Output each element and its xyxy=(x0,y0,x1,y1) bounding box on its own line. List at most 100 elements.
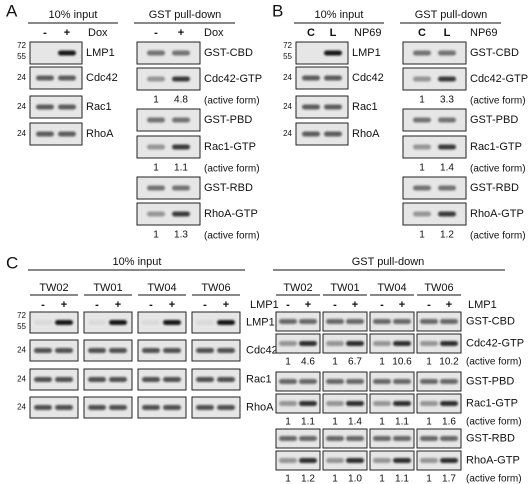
blot-box xyxy=(137,311,187,334)
band xyxy=(279,458,297,463)
cell-line-label: TW02 xyxy=(39,282,68,294)
bait-label: GST-RBD xyxy=(466,432,515,444)
band xyxy=(142,348,160,353)
blot-box xyxy=(29,368,79,391)
blot-box xyxy=(369,450,415,471)
blot-box xyxy=(369,371,415,392)
band xyxy=(88,377,106,382)
band xyxy=(172,117,190,123)
band xyxy=(147,211,165,217)
quant-value: 1 xyxy=(379,357,385,368)
band xyxy=(163,377,181,382)
quant-value: 1.4 xyxy=(348,417,362,428)
quant-value: 6.7 xyxy=(348,357,362,368)
blot-label: Rac1 xyxy=(246,373,272,385)
blot-box xyxy=(136,176,201,200)
quant-value: 4.8 xyxy=(174,95,188,106)
band xyxy=(299,379,317,384)
blot-box xyxy=(29,339,79,362)
band xyxy=(299,341,317,346)
quant-value: 1.1 xyxy=(395,474,409,484)
cell-line-label: TW06 xyxy=(424,282,453,294)
blot-box xyxy=(29,122,83,146)
quant-value: 1 xyxy=(332,417,338,428)
band xyxy=(299,319,317,324)
band xyxy=(279,319,297,324)
blot-box xyxy=(322,333,368,354)
blot-box xyxy=(402,202,467,226)
band xyxy=(88,320,106,325)
cell-line-label: TW01 xyxy=(93,282,122,294)
blot-box xyxy=(416,393,462,414)
band xyxy=(393,436,411,441)
blot-box xyxy=(322,311,368,332)
band xyxy=(279,401,297,406)
band xyxy=(109,405,127,410)
bait-label: GST-PBD xyxy=(466,375,514,387)
treatment-label: NP69 xyxy=(470,27,498,39)
mw-marker: 24 xyxy=(17,102,26,111)
band xyxy=(217,377,235,382)
lane-label: C xyxy=(418,27,426,39)
quant-value: 1 xyxy=(332,357,338,368)
band xyxy=(324,75,342,81)
lane-label: - xyxy=(43,27,47,39)
band xyxy=(55,405,73,410)
blot-box xyxy=(275,371,321,392)
mw-marker: 24 xyxy=(17,403,26,412)
blot-box xyxy=(83,368,133,391)
quant-value: 1 xyxy=(332,474,338,484)
mw-marker: 55 xyxy=(17,52,26,61)
blot-box xyxy=(369,428,415,449)
quant-value: 1 xyxy=(426,474,432,484)
band xyxy=(393,401,411,406)
section-title: 10% input xyxy=(49,9,98,21)
band xyxy=(34,405,52,410)
target-label: Cdc42-GTP xyxy=(204,73,262,85)
band xyxy=(109,348,127,353)
band xyxy=(413,76,431,82)
note-label: (active form) xyxy=(470,231,526,242)
quant-value: 1.1 xyxy=(395,417,409,428)
lane-label: + xyxy=(64,27,70,39)
blot-box xyxy=(416,371,462,392)
quant-value: 4.6 xyxy=(301,357,315,368)
band xyxy=(326,319,344,324)
band xyxy=(326,436,344,441)
note-label: (active form) xyxy=(466,417,522,428)
note-label: (active form) xyxy=(466,357,522,368)
blot-box xyxy=(29,66,83,90)
blot-box xyxy=(136,135,201,159)
band xyxy=(413,117,431,123)
band xyxy=(302,104,320,110)
panel-label: C xyxy=(6,253,18,272)
band xyxy=(326,341,344,346)
blot-label: Rac1 xyxy=(352,101,378,113)
band xyxy=(413,144,431,150)
blot-box xyxy=(295,95,349,119)
band xyxy=(142,377,160,382)
blot-box xyxy=(322,450,368,471)
cell-line-label: TW02 xyxy=(283,282,312,294)
lane-label: - xyxy=(203,299,207,311)
quant-value: 1 xyxy=(285,357,291,368)
quant-value: 1 xyxy=(153,95,159,106)
band xyxy=(440,436,458,441)
quant-value: 1 xyxy=(379,474,385,484)
mw-marker: 55 xyxy=(283,52,292,61)
panel-label: B xyxy=(272,1,283,20)
cell-line-label: TW04 xyxy=(377,282,406,294)
blot-label: Cdc42 xyxy=(246,344,278,356)
blot-box xyxy=(416,333,462,354)
lane-label: + xyxy=(446,299,452,311)
blot-label: RhoA xyxy=(86,128,114,140)
blot-label: RhoA xyxy=(352,128,380,140)
band xyxy=(147,144,165,150)
panel-label: A xyxy=(6,1,18,20)
band xyxy=(438,117,456,123)
band xyxy=(302,75,320,81)
quant-value: 1.7 xyxy=(442,474,456,484)
quant-value: 1 xyxy=(153,163,159,174)
band xyxy=(440,458,458,463)
band xyxy=(324,104,342,110)
